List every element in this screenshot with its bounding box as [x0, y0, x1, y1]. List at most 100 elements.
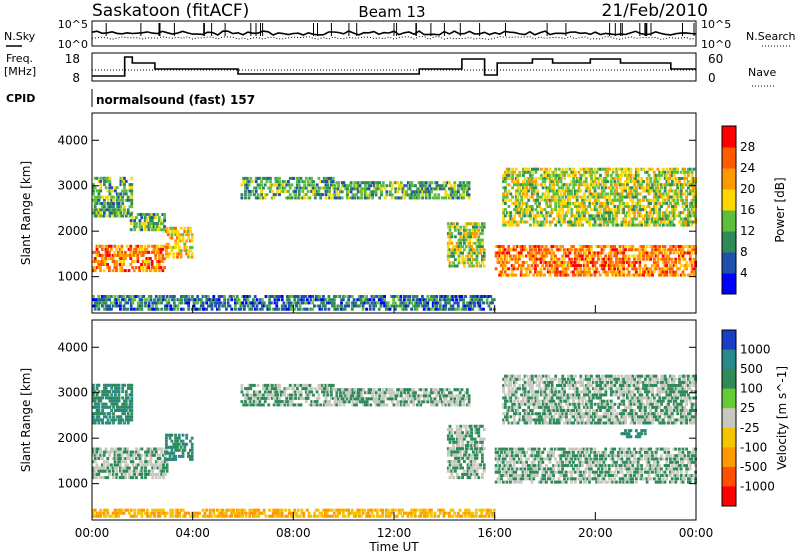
power-cell: [405, 184, 408, 188]
power-cell: [510, 257, 514, 261]
power-cell: [95, 250, 99, 254]
power-cell: [352, 301, 356, 305]
power-cell: [622, 254, 626, 258]
power-cell: [252, 301, 255, 305]
power-cell: [365, 295, 368, 298]
power-cell: [446, 245, 450, 249]
velocity-cell: [117, 393, 121, 397]
power-cell: [536, 189, 540, 193]
power-cell: [160, 307, 164, 311]
velocity-cell: [317, 396, 321, 400]
power-cell: [570, 208, 574, 212]
power-cell: [678, 211, 681, 215]
power-cell: [135, 295, 138, 298]
power-cell: [479, 232, 482, 236]
power-cell: [179, 249, 183, 253]
velocity-cell: [396, 400, 399, 404]
power-cell: [93, 257, 97, 260]
power-cell: [579, 173, 583, 177]
power-cell: [455, 225, 459, 229]
power-cell: [690, 220, 694, 224]
power-cell: [534, 167, 538, 171]
power-cell: [330, 176, 333, 180]
velocity-cell: [274, 396, 278, 400]
power-cell: [475, 264, 479, 268]
power-cell: [394, 304, 397, 308]
power-cell: [128, 183, 132, 187]
power-cell: [647, 173, 651, 177]
power-cell: [255, 307, 259, 311]
power-cell: [106, 250, 109, 254]
velocity-cell: [144, 450, 147, 454]
power-cell: [547, 186, 550, 190]
power-cell: [667, 198, 671, 202]
power-cell: [487, 304, 491, 308]
velocity-cell: [244, 396, 247, 400]
power-cell: [557, 217, 561, 221]
velocity-cell: [104, 447, 108, 451]
power-cell: [609, 264, 613, 268]
power-cell: [663, 183, 667, 187]
power-cell: [593, 223, 597, 227]
velocity-cell: [113, 466, 117, 470]
power-cell: [439, 187, 442, 191]
power-cell: [663, 245, 667, 248]
power-cell: [536, 251, 539, 255]
power-cell: [604, 192, 608, 196]
power-cell: [651, 214, 654, 218]
power-cell: [625, 267, 629, 271]
power-cell: [129, 307, 133, 311]
power-cell: [163, 213, 166, 216]
power-cell: [611, 248, 615, 252]
power-cell: [159, 266, 163, 270]
power-cell: [172, 304, 176, 308]
power-cell: [321, 193, 324, 197]
power-cell: [491, 298, 494, 302]
power-cell: [643, 267, 647, 271]
power-cell: [574, 223, 577, 227]
power-cell: [468, 232, 472, 236]
power-cell: [449, 298, 453, 302]
power-cell: [157, 260, 161, 263]
power-cell: [138, 228, 142, 232]
power-cell: [477, 251, 481, 255]
power-cell: [410, 196, 414, 200]
power-cell: [636, 214, 640, 218]
power-cell: [102, 260, 106, 263]
velocity-cell: [389, 391, 392, 395]
power-cell: [185, 233, 189, 237]
power-cell: [260, 189, 263, 193]
power-cell: [640, 254, 644, 258]
power-cell: [355, 181, 358, 185]
power-cell: [523, 260, 527, 264]
velocity-cell: [136, 453, 140, 457]
power-cell: [649, 251, 653, 255]
velocity-cell: [122, 472, 126, 476]
power-cell: [502, 186, 505, 190]
power-cell: [468, 248, 472, 252]
velocity-cell: [165, 436, 168, 440]
velocity-cell: [412, 388, 416, 392]
power-cell: [530, 248, 534, 252]
power-cell: [519, 267, 523, 271]
power-cell: [545, 220, 549, 224]
power-cell: [440, 184, 444, 188]
power-cell: [624, 245, 627, 248]
power-cell: [292, 176, 296, 180]
power-cell: [672, 211, 676, 215]
velocity-cell: [410, 397, 414, 401]
power-cell: [654, 245, 658, 248]
power-cell: [431, 196, 435, 200]
station-title: Saskatoon (fitACF): [92, 1, 249, 21]
power-cell: [566, 273, 570, 277]
power-cell: [337, 193, 340, 197]
power-cell: [110, 295, 113, 298]
power-cell: [478, 298, 482, 302]
velocity-cell: [267, 393, 271, 397]
power-cell: [129, 301, 133, 305]
power-cell: [633, 211, 636, 215]
power-cell: [649, 177, 653, 180]
power-colorbar-cells: [722, 126, 736, 295]
power-cell: [316, 295, 320, 298]
power-cell: [568, 220, 572, 224]
